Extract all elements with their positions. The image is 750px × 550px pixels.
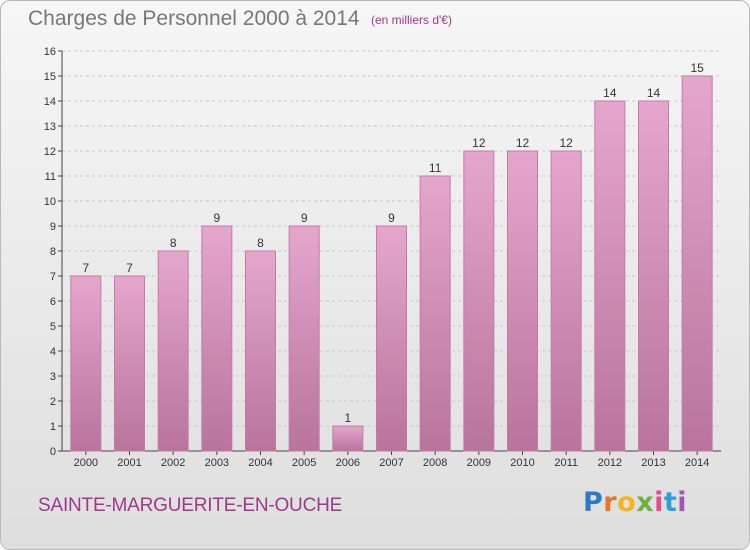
logo-letter: o	[617, 487, 637, 518]
y-tick-label: 13	[44, 121, 56, 133]
bar-value-label: 12	[559, 136, 573, 150]
logo-letter: i	[654, 487, 664, 518]
x-tick-label: 2001	[117, 457, 141, 469]
commune-name: SAINTE-MARGUERITE-EN-OUCHE	[38, 495, 343, 516]
chart-title: Charges de Personnel 2000 à 2014	[28, 7, 360, 30]
bar-value-label: 11	[429, 161, 442, 175]
bar-value-label: 8	[257, 236, 264, 250]
bar	[681, 75, 713, 452]
x-tick-label: 2004	[248, 457, 272, 469]
y-tick-label: 14	[44, 96, 56, 108]
bar	[507, 150, 538, 452]
y-tick-label: 4	[50, 346, 56, 358]
y-tick-label: 15	[44, 71, 56, 83]
x-tick-label: 2003	[205, 457, 229, 469]
logo-letter: r	[603, 487, 618, 518]
bar	[550, 150, 582, 452]
bar-value-label: 15	[690, 61, 704, 75]
bar	[245, 250, 276, 452]
y-tick-label: 7	[50, 271, 56, 283]
bar	[463, 150, 495, 452]
chart-subtitle: (en milliers d'€)	[371, 13, 452, 27]
y-tick-label: 3	[50, 371, 56, 383]
y-tick-label: 2	[50, 396, 56, 408]
bar-value-label: 9	[301, 211, 308, 225]
x-tick-label: 2011	[554, 457, 578, 469]
y-tick-label: 9	[50, 221, 56, 233]
x-tick-label: 2007	[379, 457, 403, 469]
labels: 0123456789101112131415167200072001820029…	[44, 46, 710, 469]
bar-value-label: 7	[126, 261, 133, 275]
bar-value-label: 9	[388, 211, 395, 225]
x-tick-label: 2005	[292, 457, 316, 469]
bar	[332, 425, 364, 452]
y-tick-label: 12	[44, 146, 56, 158]
bar-value-label: 7	[82, 261, 89, 275]
y-tick-label: 11	[45, 171, 56, 183]
bar	[157, 250, 189, 452]
bar	[638, 100, 669, 452]
bars	[70, 75, 713, 452]
logo-letter: P	[583, 487, 604, 518]
bar	[114, 275, 145, 452]
y-tick-label: 1	[50, 421, 56, 433]
x-tick-label: 2006	[336, 457, 360, 469]
x-tick-label: 2008	[423, 457, 447, 469]
x-tick-label: 2012	[598, 457, 622, 469]
bar-value-label: 1	[344, 411, 351, 425]
logo-letter: i	[677, 487, 688, 518]
bar-value-label: 12	[472, 136, 486, 150]
x-tick-label: 2002	[161, 457, 185, 469]
bar	[288, 225, 320, 452]
y-tick-label: 5	[50, 321, 56, 333]
x-tick-label: 2000	[74, 457, 98, 469]
bar	[201, 225, 233, 452]
bar	[594, 100, 626, 452]
bar-value-label: 14	[603, 86, 617, 100]
logo-letter: t	[663, 487, 678, 518]
proxiti-logo[interactable]: Proxiti	[583, 487, 687, 518]
bar-value-label: 8	[170, 236, 177, 250]
x-tick-label: 2010	[510, 457, 534, 469]
x-tick-label: 2009	[467, 457, 491, 469]
bar-value-label: 14	[647, 86, 661, 100]
logo-letter: x	[636, 487, 655, 518]
x-tick-label: 2013	[641, 457, 665, 469]
bar	[70, 275, 102, 452]
bar-value-label: 12	[516, 136, 530, 150]
y-tick-label: 10	[44, 196, 56, 208]
y-tick-label: 16	[44, 46, 56, 58]
y-tick-label: 8	[50, 246, 56, 258]
y-tick-label: 6	[50, 296, 56, 308]
x-tick-label: 2014	[685, 457, 709, 469]
bar	[376, 225, 407, 452]
bar-value-label: 9	[213, 211, 220, 225]
bar	[419, 175, 451, 452]
y-tick-label: 0	[50, 446, 56, 458]
